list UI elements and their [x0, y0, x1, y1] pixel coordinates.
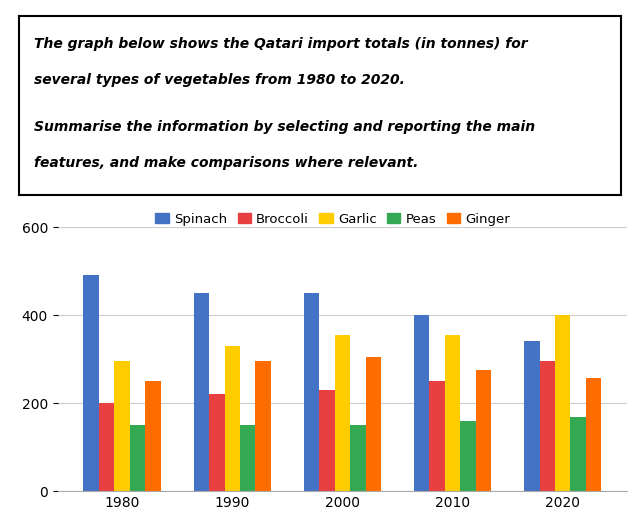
Text: The graph below shows the Qatari import totals (in tonnes) for: The graph below shows the Qatari import …	[34, 37, 528, 51]
Bar	[429, 381, 445, 491]
Bar	[555, 315, 570, 491]
Bar	[209, 394, 225, 491]
Bar	[365, 357, 381, 491]
Bar	[83, 276, 99, 491]
Bar	[194, 293, 209, 491]
Bar	[225, 346, 240, 491]
Bar	[476, 370, 491, 491]
Bar	[115, 361, 130, 491]
Bar	[145, 381, 161, 491]
Text: features, and make comparisons where relevant.: features, and make comparisons where rel…	[34, 156, 419, 170]
Bar	[445, 335, 460, 491]
Bar	[335, 335, 350, 491]
Bar	[524, 342, 540, 491]
Bar	[350, 425, 365, 491]
Bar	[540, 361, 555, 491]
Bar	[414, 315, 429, 491]
Bar	[99, 403, 115, 491]
Bar	[586, 378, 602, 491]
Bar	[255, 361, 271, 491]
Text: several types of vegetables from 1980 to 2020.: several types of vegetables from 1980 to…	[34, 73, 405, 87]
Text: Summarise the information by selecting and reporting the main: Summarise the information by selecting a…	[34, 120, 536, 134]
Bar	[240, 425, 255, 491]
Legend: Spinach, Broccoli, Garlic, Peas, Ginger: Spinach, Broccoli, Garlic, Peas, Ginger	[153, 210, 513, 228]
Bar	[460, 421, 476, 491]
Bar	[304, 293, 319, 491]
Bar	[570, 417, 586, 491]
Bar	[319, 390, 335, 491]
Bar	[130, 425, 145, 491]
